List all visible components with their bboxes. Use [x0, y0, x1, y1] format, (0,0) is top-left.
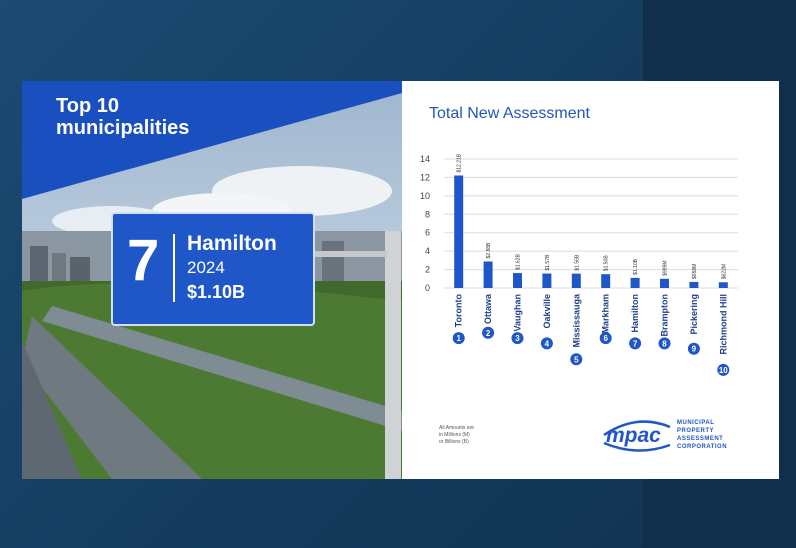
category-label: Vaughan	[513, 294, 523, 332]
rank-badge-label: 1	[456, 334, 461, 343]
bar-value-label: $622M	[721, 264, 727, 279]
bar	[571, 273, 581, 288]
slide: Top 10 municipalities 7 Hamilton 2024 $1…	[22, 81, 779, 479]
rank-badge-label: 10	[719, 366, 728, 375]
chart-title: Total New Assessment	[429, 105, 590, 122]
bar	[689, 281, 699, 288]
bar	[601, 274, 611, 288]
highlight-rank: 7	[127, 228, 160, 293]
highlight-city: Hamilton	[187, 232, 277, 255]
category-label: Toronto	[454, 294, 464, 328]
category-label: Oakville	[542, 294, 552, 329]
rank-badge-label: 7	[633, 339, 638, 348]
y-tick-label: 14	[420, 154, 430, 164]
category-label: Markham	[601, 294, 611, 334]
bar-chart: 0 2 4 6 8 10 12 14 $12.21B Toronto 1 $2.88B Ottawa 2 $…	[420, 153, 738, 376]
footnote-line-2: in Millions (M)	[439, 432, 470, 438]
rank-badge-label: 4	[545, 339, 550, 348]
bar-value-label: $1.57B	[545, 254, 551, 271]
category-label: Mississauga	[571, 293, 581, 348]
y-tick-label: 0	[425, 283, 430, 293]
rank-badge-label: 5	[574, 355, 579, 364]
bar-value-label: $658M	[692, 264, 698, 279]
bar-value-label: $1.62B	[516, 254, 522, 271]
rank-badge-label: 2	[486, 329, 491, 338]
sign-divider	[173, 234, 175, 302]
mpac-logo-icon	[603, 420, 671, 452]
rank-badge	[717, 363, 730, 376]
y-tick-label: 8	[425, 209, 430, 219]
bar-value-label: $1.10B	[633, 258, 639, 275]
bar-value-label: $12.21B	[457, 153, 463, 172]
rank-badge-label: 9	[692, 345, 697, 354]
category-label: Ottawa	[483, 293, 493, 324]
category-label: Richmond Hill	[718, 294, 728, 355]
rank-badge	[658, 337, 671, 350]
highlight-year: 2024	[187, 258, 225, 277]
logo-line-4: CORPORATION	[677, 444, 728, 450]
highlight-value: $1.10B	[187, 282, 246, 302]
rank-badge	[687, 342, 700, 355]
bar	[542, 273, 552, 288]
bar-value-label: $2.88B	[486, 242, 492, 259]
footnote-line-1: All Amounts are	[439, 425, 475, 431]
footnote: All Amounts are in Millions (M) or Billi…	[439, 425, 499, 446]
banner-title: Top 10 municipalities	[56, 95, 189, 139]
bar	[454, 175, 464, 288]
category-label: Brampton	[660, 294, 670, 337]
rank-badge	[599, 332, 612, 345]
banner-line-2: municipalities	[56, 117, 190, 139]
rank-badge	[452, 332, 465, 345]
bar	[483, 261, 493, 288]
rank-badge	[570, 353, 583, 366]
category-label: Hamilton	[630, 294, 640, 333]
logo-line-3: ASSESSMENT	[677, 436, 724, 442]
highlight-sign: 7 Hamilton 2024 $1.10B	[111, 212, 315, 326]
rank-badge-label: 8	[662, 339, 667, 348]
y-tick-label: 2	[425, 265, 430, 275]
y-tick-label: 10	[420, 191, 430, 201]
bar-value-label: $999M	[663, 260, 669, 275]
bar	[513, 273, 522, 288]
logo-org-name: MUNICIPAL PROPERTY ASSESSMENT CORPORATIO…	[677, 419, 727, 451]
rank-badge	[540, 337, 553, 350]
rank-badge	[629, 337, 642, 350]
rank-badge	[511, 332, 524, 345]
rank-badge-label: 6	[603, 334, 608, 343]
footnote-line-3: or Billions (B)	[439, 439, 469, 445]
rank-badge-label: 3	[515, 334, 520, 343]
y-tick-label: 4	[425, 246, 430, 256]
bar-value-label: $1.56B	[574, 254, 580, 271]
y-tick-label: 12	[420, 172, 430, 182]
logo-line-1: MUNICIPAL	[677, 420, 715, 426]
bar	[630, 277, 640, 288]
rank-badge	[482, 326, 495, 339]
banner-line-1: Top 10	[56, 95, 119, 117]
bar-value-label: $1.50B	[604, 255, 610, 272]
logo-line-2: PROPERTY	[677, 428, 715, 434]
bar	[718, 282, 728, 288]
y-tick-label: 6	[425, 228, 430, 238]
bar	[660, 278, 669, 288]
category-label: Pickering	[689, 294, 699, 335]
logo-wordmark: mpac	[606, 424, 661, 447]
